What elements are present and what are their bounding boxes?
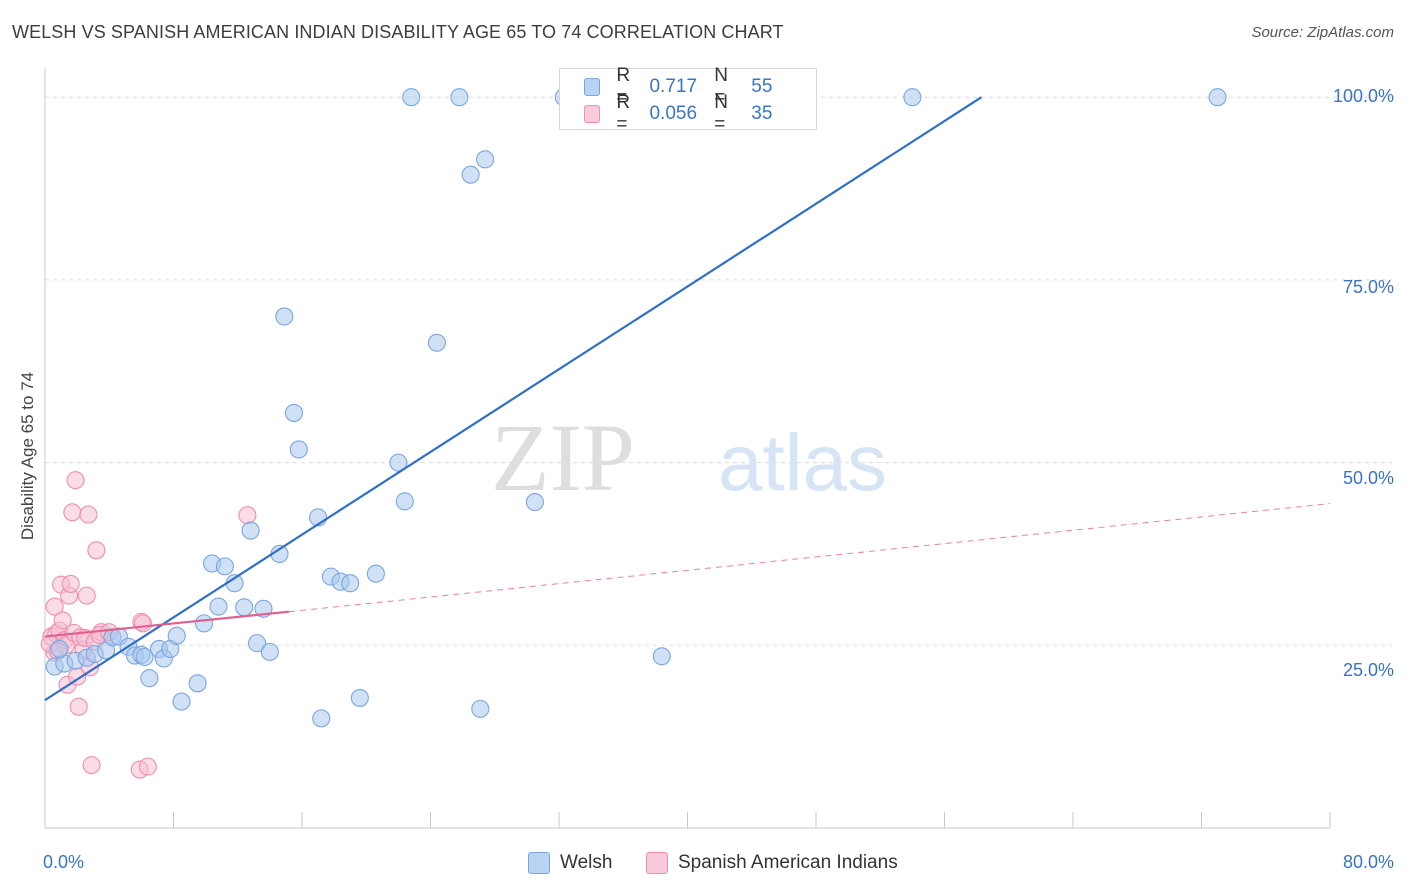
n-label: N =: [714, 65, 728, 108]
trend-line-welsh: [44, 96, 983, 702]
data-point-spanish: [133, 614, 153, 633]
data-point-welsh: [389, 453, 408, 472]
data-point-welsh: [140, 669, 159, 688]
data-point-welsh: [247, 634, 267, 653]
data-point-welsh: [235, 598, 254, 617]
data-point-spanish: [87, 541, 106, 560]
data-point-welsh: [275, 307, 294, 326]
data-point-spanish: [66, 471, 85, 490]
data-point-welsh: [172, 692, 191, 711]
data-point-welsh: [135, 647, 154, 667]
data-point-spanish: [77, 586, 96, 605]
y-tick-label-25: 25.0%: [1342, 660, 1394, 680]
data-point-spanish: [63, 503, 82, 522]
series-swatch-welsh: [528, 852, 550, 874]
series-label-welsh: Welsh: [560, 852, 613, 873]
series-legend-welsh[interactable]: Welsh: [528, 852, 612, 874]
data-point-welsh: [167, 626, 186, 645]
data-point-spanish: [82, 756, 101, 775]
series-legend-spanish[interactable]: Spanish American Indians: [646, 852, 898, 874]
trend-lines: [44, 96, 1331, 702]
data-point-welsh: [50, 639, 69, 659]
n-value: 55: [751, 76, 773, 97]
y-tick-label-100: 100.0%: [1332, 86, 1394, 106]
r-label: R =: [616, 65, 631, 108]
trend-line-spanish: [44, 610, 290, 638]
watermark: ZIP atlas: [491, 404, 887, 511]
data-point-welsh: [461, 165, 480, 184]
data-point-welsh: [341, 574, 360, 593]
chart-title: WELSH VS SPANISH AMERICAN INDIAN DISABIL…: [12, 22, 784, 42]
data-point-welsh: [241, 521, 260, 540]
data-point-spanish: [61, 574, 80, 593]
data-point-welsh: [402, 88, 421, 107]
legend-row-spanish: R = 0.056 N = 35: [584, 92, 816, 135]
y-tick-label-50: 50.0%: [1342, 468, 1394, 488]
n-value: 35: [751, 103, 773, 124]
data-point-welsh: [427, 333, 446, 352]
data-point-welsh: [209, 597, 228, 616]
data-point-welsh: [476, 150, 495, 169]
data-point-spanish: [79, 505, 98, 524]
data-point-welsh: [450, 88, 469, 107]
data-point-welsh: [289, 440, 308, 459]
r-label: R =: [616, 92, 631, 135]
data-point-welsh: [395, 492, 414, 511]
data-point-welsh: [312, 709, 331, 728]
data-point-spanish: [53, 611, 72, 630]
data-point-welsh: [350, 688, 369, 707]
series-legend: Welsh Spanish American Indians: [0, 852, 1406, 876]
legend-row-welsh: R = 0.717 N = 55: [584, 65, 816, 108]
data-point-welsh: [471, 699, 490, 718]
data-point-welsh: [188, 674, 207, 693]
data-point-welsh: [215, 557, 234, 576]
data-point-spanish: [138, 757, 157, 776]
data-point-welsh: [903, 88, 922, 107]
data-point-welsh: [366, 564, 385, 583]
data-point-welsh: [525, 493, 544, 512]
data-point-welsh: [284, 403, 304, 422]
series-label-spanish: Spanish American Indians: [678, 852, 898, 873]
series-swatch-spanish: [646, 852, 668, 874]
y-tick-label-75: 75.0%: [1342, 277, 1394, 297]
x-tick-label-min: 0.0%: [43, 852, 85, 872]
n-label: N =: [714, 92, 728, 135]
data-point-welsh: [260, 642, 279, 661]
legend-swatch-spanish: [584, 105, 601, 123]
data-point-spanish: [69, 697, 88, 716]
grid-lines: [45, 96, 1392, 646]
data-point-spanish: [238, 506, 257, 525]
data-point-spanish: [45, 597, 64, 616]
axes: [44, 68, 1331, 829]
watermark-zip: ZIP: [491, 404, 635, 511]
x-tick-label-max: 80.0%: [1342, 852, 1394, 872]
r-value: 0.056: [649, 103, 698, 124]
data-point-welsh: [1208, 88, 1227, 107]
watermark-atlas: atlas: [718, 418, 887, 507]
data-point-welsh: [652, 647, 671, 666]
data-points: [40, 88, 1227, 779]
r-value: 0.717: [649, 76, 698, 97]
trend-line-spanish-extension: [289, 503, 1331, 613]
legend-swatch-welsh: [584, 78, 601, 96]
source-credit: Source: ZipAtlas.com: [1251, 24, 1394, 41]
data-point-welsh: [194, 614, 214, 633]
correlation-legend: R = 0.717 N = 55 R = 0.056 N = 35: [559, 65, 817, 135]
